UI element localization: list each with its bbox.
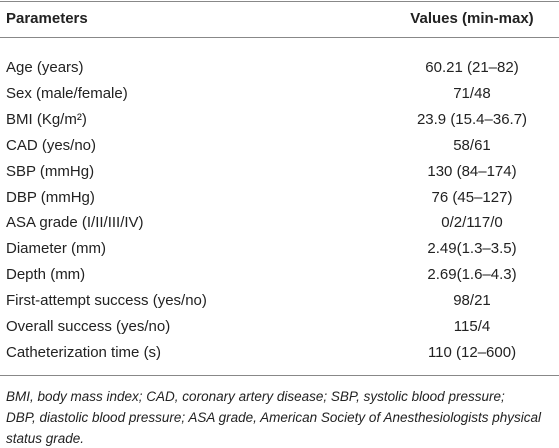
- top-rule: [0, 1, 559, 2]
- row-label: Overall success (yes/no): [6, 318, 171, 335]
- row-value: 60.21 (21–82): [425, 59, 519, 76]
- row-label: Sex (male/female): [6, 84, 128, 102]
- row-label: SBP (mmHg): [6, 162, 95, 180]
- row-label: Catheterization time (s): [6, 343, 162, 361]
- footnote-line: status grade.: [6, 431, 85, 446]
- row-label: CAD (yes/no): [6, 136, 97, 154]
- row-label: ASA grade (I/II/III/IV): [6, 214, 144, 232]
- row-value: 0/2/117/0: [441, 214, 503, 232]
- header-cell: Parameters: [6, 10, 88, 27]
- row-label: BMI (Kg/m²): [6, 110, 87, 128]
- bottom-rule: [0, 375, 559, 376]
- row-value: 98/21: [453, 292, 491, 310]
- row-label: First-attempt success (yes/no): [6, 292, 207, 310]
- row-value: 2.49(1.3–3.5): [427, 240, 517, 258]
- footnote-line: DBP, diastolic blood pressure; ASA grade…: [6, 410, 542, 425]
- row-value: 71/48: [453, 84, 491, 102]
- row-value: 115/4: [453, 318, 491, 335]
- header-cell: Values (min-max): [410, 10, 534, 27]
- row-value: 130 (84–174): [427, 162, 517, 180]
- row-value: 2.69(1.6–4.3): [427, 266, 517, 284]
- row-label: DBP (mmHg): [6, 188, 95, 206]
- row-label: Depth (mm): [6, 266, 86, 284]
- row-label: Age (years): [6, 59, 84, 76]
- footnote-line: BMI, body mass index; CAD, coronary arte…: [6, 389, 505, 404]
- row-value: 110 (12–600): [427, 343, 517, 361]
- row-value: 58/61: [453, 136, 491, 154]
- row-value: 76 (45–127): [431, 188, 513, 206]
- row-value: 23.9 (15.4–36.7): [416, 110, 528, 128]
- row-label: Diameter (mm): [6, 240, 106, 258]
- header-rule: [0, 37, 559, 38]
